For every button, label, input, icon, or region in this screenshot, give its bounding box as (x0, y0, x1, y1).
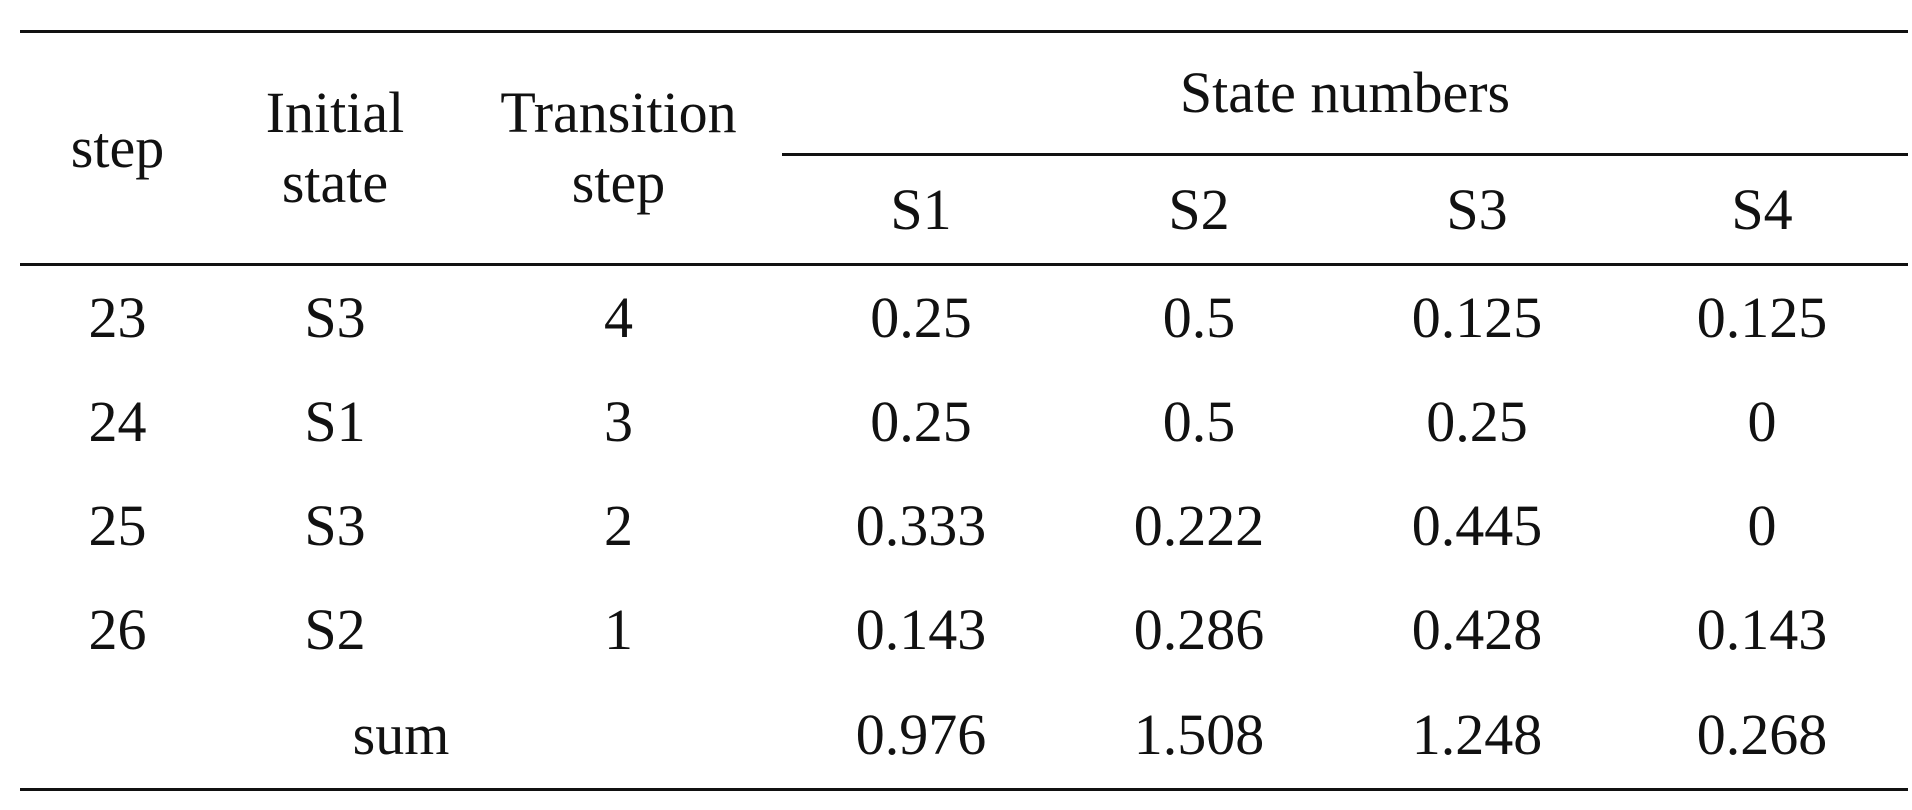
header-state-numbers: State numbers (782, 30, 1909, 156)
cell-s2: 0.5 (1162, 285, 1236, 350)
data-table-container: step Initial state Transition step State… (20, 30, 1909, 791)
cell-transition-step: 2 (604, 493, 633, 558)
table-row: 24 S1 3 0.25 0.5 0.25 0 (20, 370, 1908, 474)
sum-s2: 1.508 (1060, 682, 1338, 791)
table-row: 25 S3 2 0.333 0.222 0.445 0 (20, 474, 1908, 578)
cell-s4: 0.125 (1696, 285, 1828, 350)
header-state-s2: S2 (1060, 154, 1338, 266)
cell-initial-state: S1 (304, 389, 366, 454)
table-row: 26 S2 1 0.143 0.286 0.428 0.143 (20, 578, 1908, 682)
table-header: step Initial state Transition step State… (20, 30, 1909, 266)
sum-row: sum 0.976 1.508 1.248 0.268 (20, 682, 1909, 791)
state-probability-table: step Initial state Transition step State… (20, 30, 1909, 791)
header-state-s4: S4 (1616, 154, 1909, 266)
header-row-states: S1 S2 S3 S4 (20, 154, 1909, 266)
cell-initial-state: S2 (304, 597, 366, 662)
cell-s2: 0.222 (1133, 493, 1265, 558)
header-transition-step: Transition step (455, 30, 782, 266)
sum-s4: 0.268 (1616, 682, 1909, 791)
cell-step: 24 (88, 389, 147, 454)
cell-transition-step: 4 (604, 285, 633, 350)
table-row: 23 S3 4 0.25 0.5 0.125 0.125 (20, 265, 1908, 371)
header-state-s1: S1 (782, 154, 1060, 266)
cell-s1: 0.25 (870, 285, 972, 350)
cell-s3: 0.428 (1411, 597, 1543, 662)
cell-step: 26 (88, 597, 147, 662)
cell-step: 23 (88, 285, 147, 350)
cell-initial-state: S3 (304, 493, 366, 558)
cell-s4: 0 (1747, 389, 1777, 454)
header-initial-state: Initial state (215, 30, 455, 266)
sum-s3: 1.248 (1338, 682, 1616, 791)
cell-s2: 0.286 (1133, 597, 1265, 662)
cell-s1: 0.25 (870, 389, 972, 454)
cell-s4: 0 (1747, 493, 1777, 558)
cell-s1: 0.333 (855, 493, 987, 558)
cell-initial-state: S3 (304, 285, 366, 350)
table-body: 23 S3 4 0.25 0.5 0.125 0.125 24 S1 3 0.2… (20, 265, 1909, 791)
cell-s2: 0.5 (1162, 389, 1236, 454)
cell-s1: 0.143 (855, 597, 987, 662)
cell-transition-step: 3 (604, 389, 633, 454)
cell-transition-step: 1 (604, 597, 633, 662)
cell-s3: 0.25 (1426, 389, 1528, 454)
cell-s4: 0.143 (1696, 597, 1828, 662)
cell-step: 25 (88, 493, 147, 558)
cell-s3: 0.125 (1411, 285, 1543, 350)
sum-label: sum (20, 682, 782, 791)
header-state-s3: S3 (1338, 154, 1616, 266)
cell-s3: 0.445 (1411, 493, 1543, 558)
header-row-top: step Initial state Transition step State… (20, 30, 1909, 266)
header-step: step (20, 30, 215, 266)
sum-s1: 0.976 (782, 682, 1060, 791)
